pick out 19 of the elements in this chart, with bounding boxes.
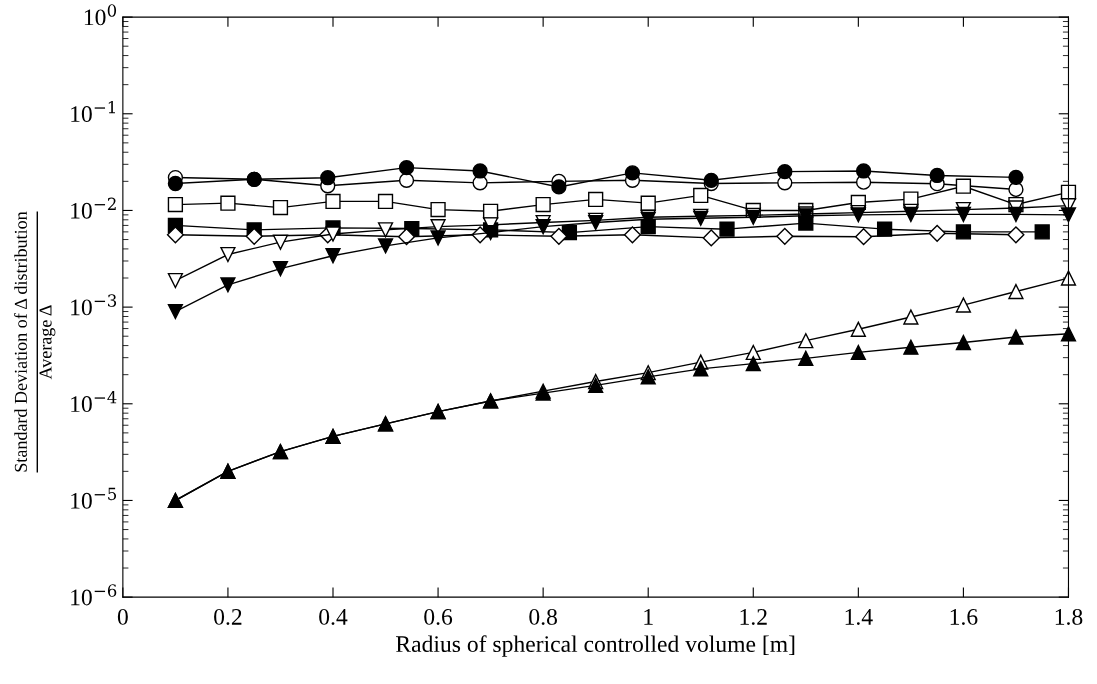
y-tick-label: 10$^{−5}$ <box>71 487 117 509</box>
x-tick-label: 0.2 <box>214 608 242 625</box>
y-tick-label: 10$^{−6}$ <box>71 584 117 606</box>
x-tick-label: 0 <box>117 608 128 625</box>
x-tick-label: 1.8 <box>1055 608 1083 625</box>
x-tick-label: 0.8 <box>529 608 557 625</box>
y-tick-label: 10$^{−1}$ <box>71 100 115 123</box>
x-tick-label: 0.6 <box>424 608 453 625</box>
y-tick-label: 10$^{0}$ <box>84 4 117 26</box>
y-tick-label: 10$^{−3}$ <box>71 294 117 316</box>
x-tick-label: 1 <box>644 609 653 625</box>
x-tick-label: 1.4 <box>845 609 873 625</box>
y-tick-label: 10$^{−2}$ <box>71 197 116 219</box>
x-tick-label: 1.6 <box>950 608 978 625</box>
x-axis-title: Radius of spherical controlled volume [m] <box>396 635 795 657</box>
x-tick-label: 0.4 <box>319 608 348 625</box>
y-tick-label: 10$^{−4}$ <box>71 390 117 413</box>
y-axis-title: Standard Deviation of Δ distribution Average Δ <box>14 211 56 472</box>
x-tick-label: 1.2 <box>740 608 767 625</box>
